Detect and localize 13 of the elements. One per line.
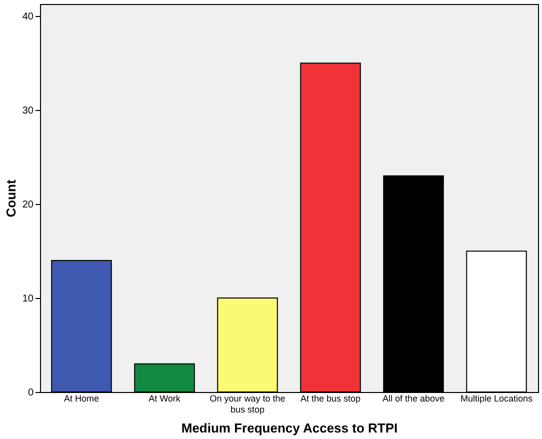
y-tick-label: 30 xyxy=(22,106,34,117)
x-tick-label: Multiple Locations xyxy=(460,394,534,404)
y-tick-label: 0 xyxy=(28,388,34,398)
y-tick-label: 10 xyxy=(22,294,34,305)
x-axis-title: Medium Frequency Access to RTPI xyxy=(181,420,398,436)
y-axis-title: Count xyxy=(3,179,18,218)
y-tick-label: 20 xyxy=(22,200,34,211)
x-tick-label: On your way to the bus stop xyxy=(210,394,286,414)
x-tick-label: At the bus stop xyxy=(300,394,361,404)
x-tick-label: At Home xyxy=(64,394,100,404)
x-tick-label: All of the above xyxy=(382,394,445,404)
y-tick-label: 40 xyxy=(22,12,34,23)
x-tick-label: At Work xyxy=(148,394,181,404)
